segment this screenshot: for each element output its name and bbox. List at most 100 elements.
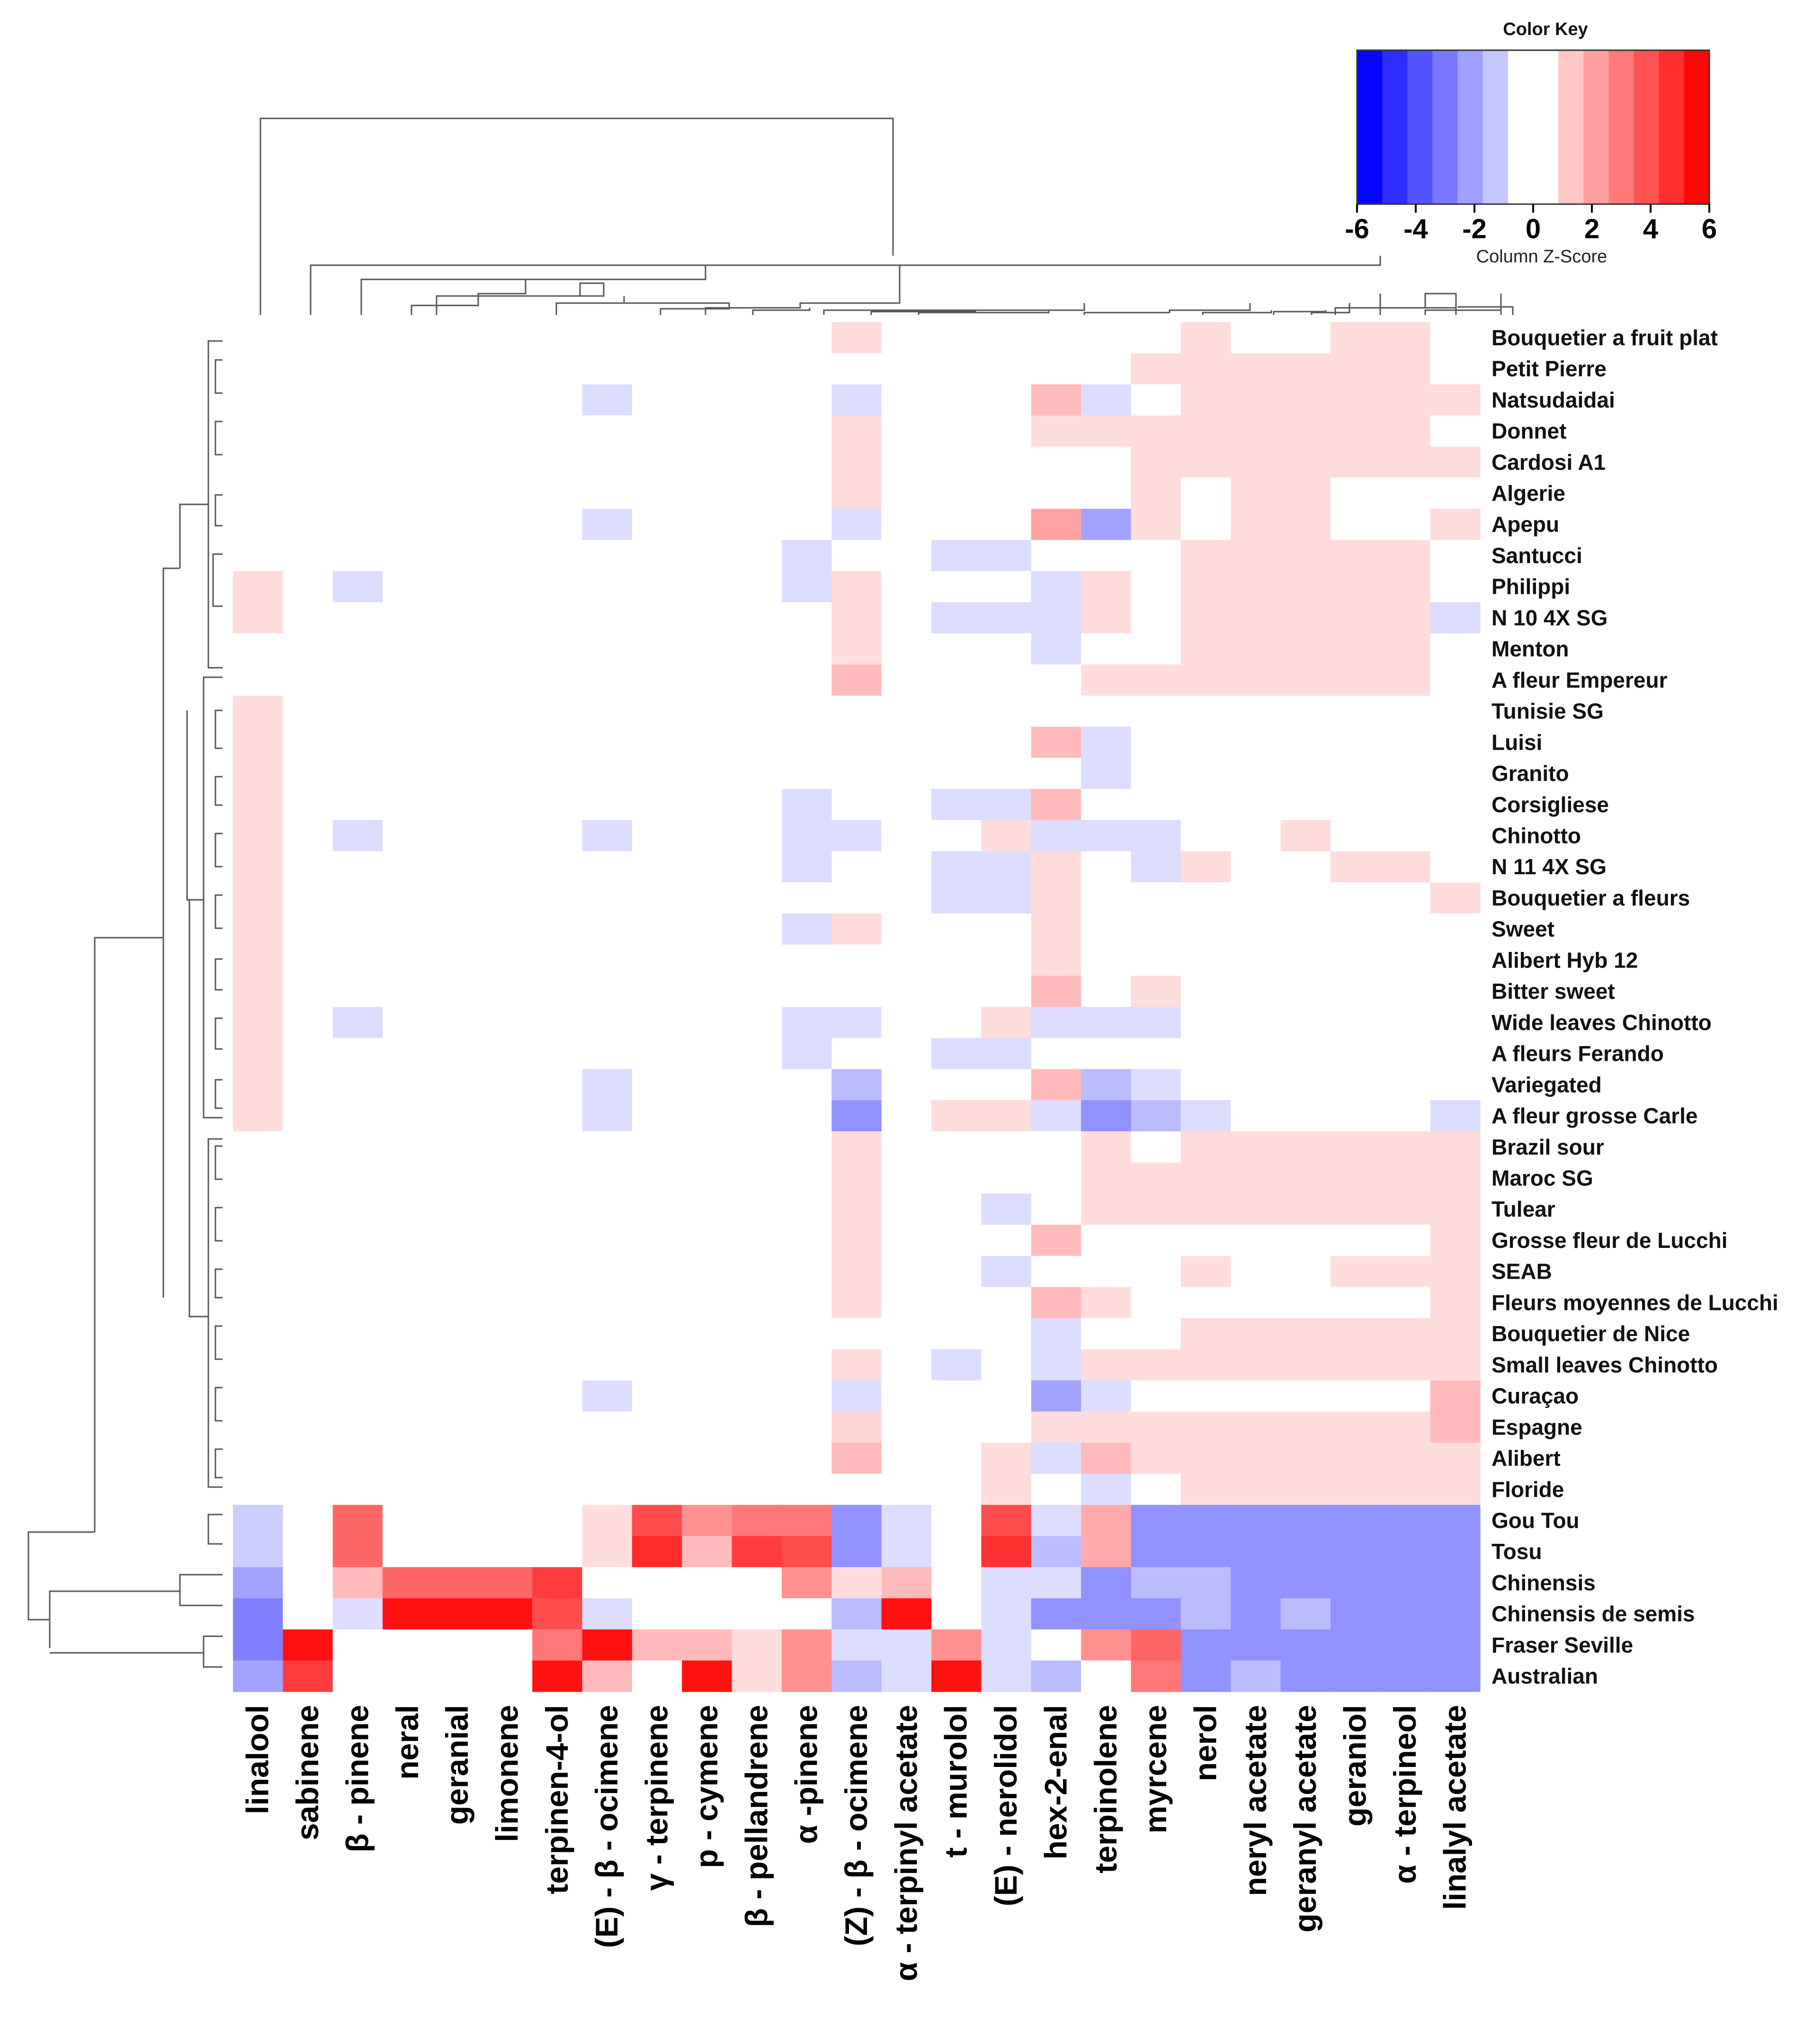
heatmap-cell (981, 1287, 1032, 1318)
heatmap-cell (981, 913, 1032, 945)
heatmap-cell (831, 1100, 882, 1132)
heatmap-cell (482, 1567, 533, 1599)
row-label: Bouquetier de Nice (1491, 1321, 1690, 1346)
color-key-bin (1407, 50, 1433, 204)
heatmap-cell (1380, 602, 1431, 634)
color-key-tick-label: -6 (1345, 214, 1369, 244)
heatmap-cell (233, 820, 283, 852)
heatmap-cell (432, 726, 483, 758)
heatmap-cell (981, 1069, 1032, 1101)
heatmap-cell (233, 944, 283, 976)
heatmap-cell (1280, 1660, 1331, 1692)
heatmap-cell (781, 913, 832, 945)
heatmap-cell (732, 1131, 782, 1163)
heatmap-cell (1031, 1660, 1081, 1692)
heatmap-cell (482, 415, 533, 447)
heatmap-cell (283, 477, 333, 509)
heatmap-cell (1330, 1505, 1381, 1536)
heatmap-cell (283, 1100, 333, 1132)
heatmap-cell (482, 322, 533, 354)
heatmap-cell (283, 1443, 333, 1474)
row-label: Petit Pierre (1491, 357, 1607, 381)
heatmap-cell (1131, 913, 1181, 945)
heatmap-cell (981, 384, 1032, 416)
heatmap-cell (1180, 664, 1231, 696)
heatmap-cell (283, 664, 333, 696)
heatmap-cell (1380, 1629, 1431, 1661)
heatmap-cell (732, 1038, 782, 1070)
heatmap-cell (1231, 882, 1281, 914)
heatmap-cell (931, 1411, 982, 1443)
heatmap-cell (682, 1193, 732, 1225)
heatmap-cell (1430, 353, 1481, 385)
heatmap-cell (632, 1660, 682, 1692)
heatmap-cell (1180, 509, 1231, 540)
heatmap-cell (1131, 882, 1181, 914)
heatmap-cell (1280, 571, 1331, 603)
heatmap-cell (732, 1162, 782, 1194)
heatmap-cell (1180, 1100, 1231, 1132)
heatmap-cell (482, 726, 533, 758)
heatmap-cell (732, 944, 782, 976)
heatmap-cell (781, 758, 832, 789)
heatmap-cell (233, 695, 283, 727)
heatmap-cell (482, 944, 533, 976)
heatmap-cell (981, 633, 1032, 665)
heatmap-cell (931, 726, 982, 758)
row-label: Chinensis (1491, 1570, 1596, 1595)
heatmap-cell (1330, 726, 1381, 758)
heatmap-cell (881, 602, 932, 634)
heatmap-cell (1031, 820, 1081, 852)
heatmap-cell (532, 446, 583, 478)
heatmap-cell (1131, 1473, 1181, 1506)
heatmap-cell (881, 695, 932, 727)
heatmap-cell (233, 509, 283, 540)
heatmap-cell (682, 1349, 732, 1381)
column-label: neryl acetate (1238, 1705, 1273, 1896)
heatmap-cell (233, 664, 283, 696)
heatmap-cell (1280, 976, 1331, 1007)
heatmap-cell (283, 1131, 333, 1163)
heatmap-cell (233, 1598, 283, 1630)
heatmap-cell (682, 602, 732, 634)
heatmap-cell (1330, 1007, 1381, 1039)
heatmap-cell (1231, 758, 1281, 789)
heatmap-cell (233, 976, 283, 1007)
heatmap-cell (831, 1443, 882, 1474)
heatmap-cell (383, 695, 433, 727)
heatmap-cell (283, 1225, 333, 1256)
heatmap-cell (781, 1380, 832, 1412)
heatmap-cell (532, 1162, 583, 1194)
heatmap-cell (931, 758, 982, 789)
heatmap-cell (482, 509, 533, 540)
heatmap-cell (981, 1567, 1032, 1599)
row-label: Chinotto (1491, 824, 1581, 848)
heatmap-cell (1081, 1287, 1132, 1318)
heatmap-cell (1330, 384, 1381, 416)
heatmap-cell (1280, 664, 1331, 696)
heatmap-cell (881, 1349, 932, 1381)
heatmap-cell (881, 1536, 932, 1568)
color-key-ticks: -6 -4 -2 0 2 4 6 (1345, 204, 1717, 244)
row-label: Espagne (1491, 1415, 1582, 1439)
heatmap-cell (632, 944, 682, 976)
heatmap-cell (931, 1162, 982, 1194)
heatmap-cell (1430, 851, 1481, 883)
heatmap-cell (831, 1038, 882, 1070)
heatmap-cell (1280, 1567, 1331, 1599)
heatmap-cell (732, 1069, 782, 1101)
heatmap-cell (781, 1038, 832, 1070)
heatmap-cell (482, 1598, 533, 1630)
heatmap-cell (831, 944, 882, 976)
heatmap-cell (881, 851, 932, 883)
heatmap-cell (1131, 851, 1181, 883)
heatmap-cell (881, 1100, 932, 1132)
heatmap-cell (383, 944, 433, 976)
heatmap-cell (981, 1660, 1032, 1692)
heatmap-cell (482, 633, 533, 665)
color-key-tick-label: -4 (1403, 214, 1428, 244)
heatmap-cell (781, 820, 832, 852)
heatmap-cell (1231, 353, 1281, 385)
heatmap-cell (1380, 509, 1431, 540)
heatmap-cell (682, 571, 732, 603)
